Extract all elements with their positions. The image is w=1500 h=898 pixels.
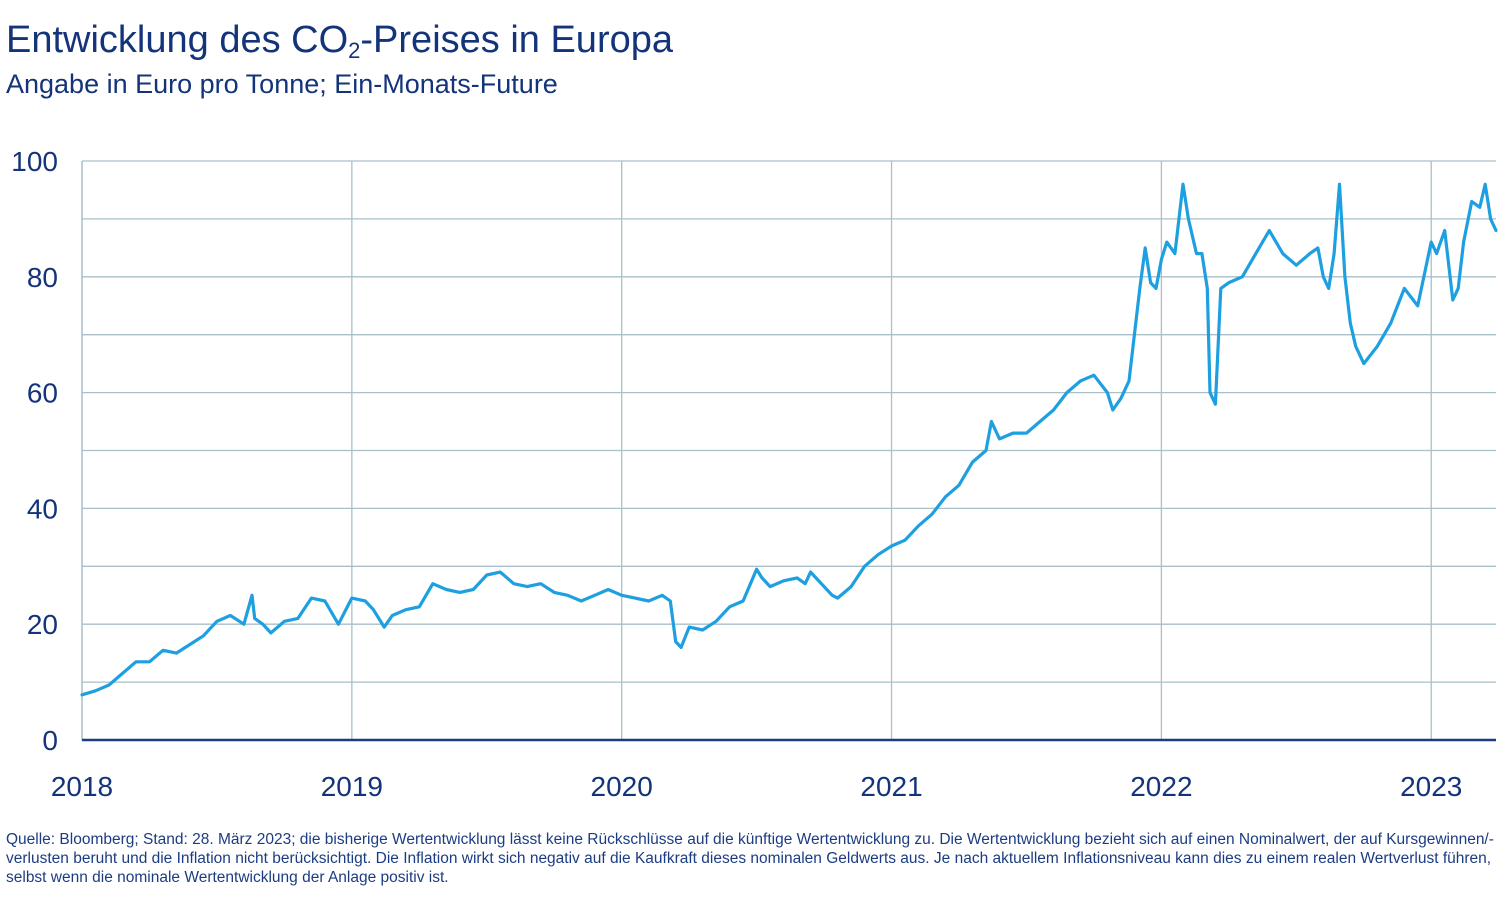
chart-grid: [81, 160, 1496, 742]
y-tick-label: 20: [27, 609, 58, 640]
x-tick-label: 2020: [591, 771, 653, 802]
chart-title-subscript: 2: [348, 38, 361, 63]
x-tick-label: 2023: [1400, 771, 1462, 802]
x-axis-tick-labels: 2018 2019 2020 2021 2022 2023: [51, 771, 1463, 802]
y-tick-label: 40: [27, 493, 58, 524]
x-tick-label: 2022: [1130, 771, 1192, 802]
line-chart: 0 20 40 60 80 100 2018 2019 2020 2021 2022 2023: [11, 146, 1498, 802]
y-axis-tick-labels: 0 20 40 60 80 100: [11, 146, 58, 756]
y-tick-label: 0: [42, 725, 58, 756]
price-line: [80, 182, 1498, 697]
chart-title-prefix: Entwicklung des CO: [6, 19, 349, 61]
chart-subtitle: Angabe in Euro pro Tonne; Ein-Monats-Fut…: [6, 69, 558, 99]
chart-series: [80, 182, 1498, 697]
chart-title-suffix: -Preises in Europa: [360, 19, 673, 61]
x-tick-label: 2018: [51, 771, 113, 802]
y-tick-label: 80: [27, 262, 58, 293]
x-tick-label: 2021: [860, 771, 922, 802]
x-tick-label: 2019: [321, 771, 383, 802]
y-tick-label: 60: [27, 378, 58, 409]
chart-title: Entwicklung des CO2-Preises in Europa: [6, 18, 673, 73]
y-tick-label: 100: [11, 146, 58, 177]
source-footnote: Quelle: Bloomberg; Stand: 28. März 2023;…: [6, 831, 1494, 886]
